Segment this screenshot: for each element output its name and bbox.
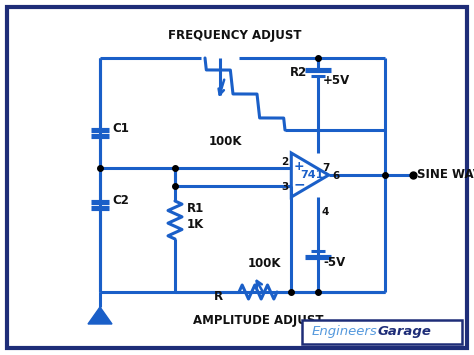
Text: -5V: -5V xyxy=(323,256,345,268)
Bar xyxy=(302,320,462,344)
Text: 3: 3 xyxy=(281,182,288,192)
Text: 100K: 100K xyxy=(209,135,243,148)
Text: FREQUENCY ADJUST: FREQUENCY ADJUST xyxy=(168,28,302,42)
Text: C1: C1 xyxy=(112,121,129,135)
Text: 2: 2 xyxy=(281,157,288,167)
Text: R1: R1 xyxy=(187,202,204,214)
Text: −: − xyxy=(293,177,305,191)
Text: Engineers: Engineers xyxy=(311,326,377,339)
Text: C2: C2 xyxy=(112,193,129,207)
Polygon shape xyxy=(88,307,112,324)
Text: R: R xyxy=(214,290,223,304)
Text: +: + xyxy=(294,159,305,173)
Text: 741: 741 xyxy=(301,170,324,180)
Text: 1K: 1K xyxy=(187,218,204,230)
Text: AMPLITUDE ADJUST: AMPLITUDE ADJUST xyxy=(193,314,323,327)
Text: R2: R2 xyxy=(290,66,307,78)
Text: Garage: Garage xyxy=(377,326,431,339)
Text: 7: 7 xyxy=(322,163,329,173)
Text: 4: 4 xyxy=(322,207,329,217)
Text: SINE WAVE: SINE WAVE xyxy=(417,169,474,181)
Text: 6: 6 xyxy=(333,171,340,181)
Text: +5V: +5V xyxy=(323,73,350,87)
Text: 100K: 100K xyxy=(248,257,282,270)
